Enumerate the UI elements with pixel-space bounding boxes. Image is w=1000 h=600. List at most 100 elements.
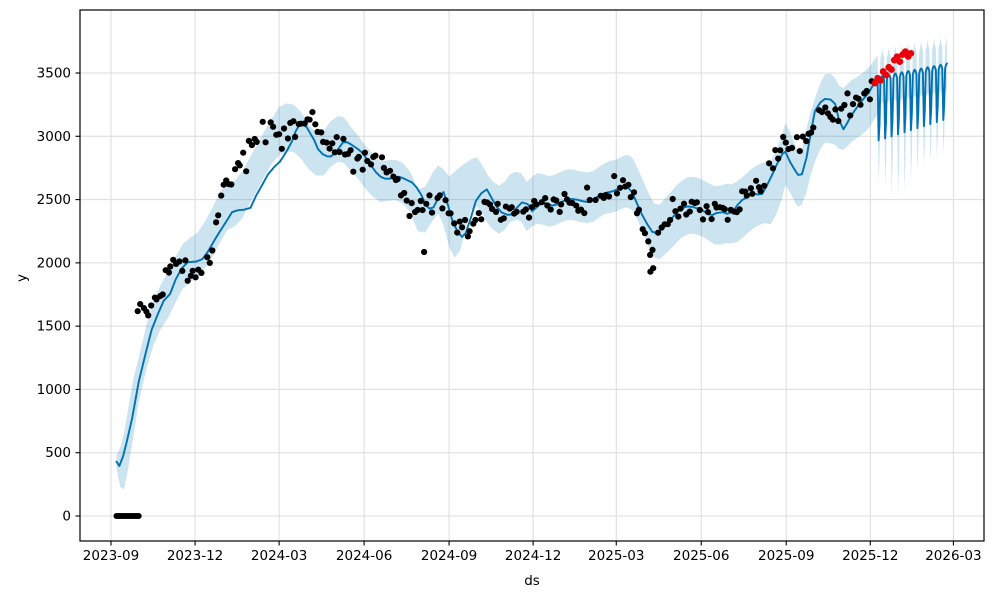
data-point — [228, 181, 235, 188]
data-point — [553, 197, 560, 204]
data-point — [182, 257, 189, 264]
data-point — [442, 197, 449, 204]
data-point — [849, 101, 857, 108]
data-point — [561, 190, 568, 198]
data-point — [259, 118, 266, 125]
data-point — [766, 160, 773, 167]
outlier-data-point — [650, 265, 657, 272]
data-point — [780, 133, 787, 141]
data-point — [799, 133, 806, 140]
data-point — [693, 199, 701, 206]
data-point — [788, 144, 796, 151]
data-point — [655, 229, 662, 236]
data-point — [708, 216, 715, 223]
data-point — [641, 230, 649, 237]
data-point — [403, 197, 410, 204]
forecast-trend-line — [115, 62, 948, 467]
data-point — [680, 200, 688, 207]
data-point — [649, 246, 656, 253]
x-tick-label: 2023-09 — [83, 548, 139, 564]
data-point — [556, 208, 563, 215]
data-point — [866, 96, 874, 103]
y-tick-label: 500 — [45, 445, 71, 461]
data-point — [472, 216, 479, 224]
data-point — [336, 148, 343, 156]
data-point — [428, 209, 436, 216]
data-point — [617, 184, 624, 191]
uncertainty-band — [116, 36, 947, 490]
data-point — [724, 216, 731, 223]
data-point — [494, 200, 501, 207]
data-point — [215, 212, 222, 219]
data-point — [135, 513, 142, 519]
data-point — [386, 167, 394, 174]
data-point — [808, 129, 815, 136]
data-point — [761, 182, 768, 189]
data-point — [134, 308, 141, 315]
data-point — [340, 135, 347, 142]
data-point — [625, 181, 632, 188]
data-point — [184, 277, 191, 284]
data-point — [347, 147, 354, 154]
data-point — [248, 142, 255, 149]
data-point — [419, 207, 426, 214]
axes: 2023-09 2023-12 2024-03 2024-06 2024-09 2024-… — [37, 9, 985, 564]
data-point — [355, 153, 362, 160]
data-point — [439, 205, 446, 212]
data-point — [630, 189, 638, 196]
data-point — [478, 216, 485, 223]
x-tick-label: 2023-12 — [167, 548, 223, 564]
y-tick-label: 2500 — [37, 192, 71, 208]
data-point — [318, 129, 325, 136]
data-point — [672, 208, 679, 215]
data-point — [704, 209, 712, 216]
data-point — [635, 206, 643, 213]
data-point — [775, 155, 782, 162]
data-point — [721, 206, 728, 213]
data-point — [841, 101, 848, 109]
data-point — [218, 192, 225, 199]
data-point — [810, 124, 817, 131]
data-point — [204, 254, 211, 261]
data-point — [466, 228, 473, 235]
data-point — [855, 95, 862, 102]
data-point — [462, 216, 469, 224]
data-point — [361, 149, 368, 156]
data-point — [447, 210, 454, 217]
x-tick-label: 2026-03 — [925, 548, 981, 564]
data-point — [647, 251, 654, 258]
data-point — [743, 192, 750, 199]
data-point — [232, 166, 239, 173]
data-point — [573, 202, 580, 209]
data-point — [292, 133, 299, 140]
data-point — [857, 101, 864, 108]
data-point — [209, 247, 216, 254]
data-point — [475, 210, 482, 217]
data-point — [309, 109, 316, 116]
future-data-point — [896, 58, 904, 65]
x-tick-label: 2025-09 — [758, 548, 814, 564]
data-point — [777, 147, 784, 154]
y-tick-label: 1500 — [37, 319, 71, 335]
data-point — [187, 272, 194, 279]
data-point — [278, 145, 285, 152]
data-point — [699, 216, 707, 223]
data-point — [145, 312, 152, 319]
data-point — [401, 189, 408, 197]
data-point — [793, 134, 801, 141]
data-point — [378, 154, 386, 161]
data-point — [394, 176, 401, 183]
data-point — [436, 192, 443, 199]
data-point — [772, 147, 779, 154]
data-point — [213, 219, 220, 226]
x-tick-label: 2024-06 — [336, 548, 392, 564]
plot-border — [79, 9, 985, 542]
data-point — [533, 201, 540, 208]
data-point — [847, 112, 854, 119]
data-point — [619, 177, 627, 184]
data-point — [803, 138, 810, 145]
data-point — [592, 196, 599, 204]
data-point — [581, 210, 588, 217]
data-point — [165, 269, 172, 276]
